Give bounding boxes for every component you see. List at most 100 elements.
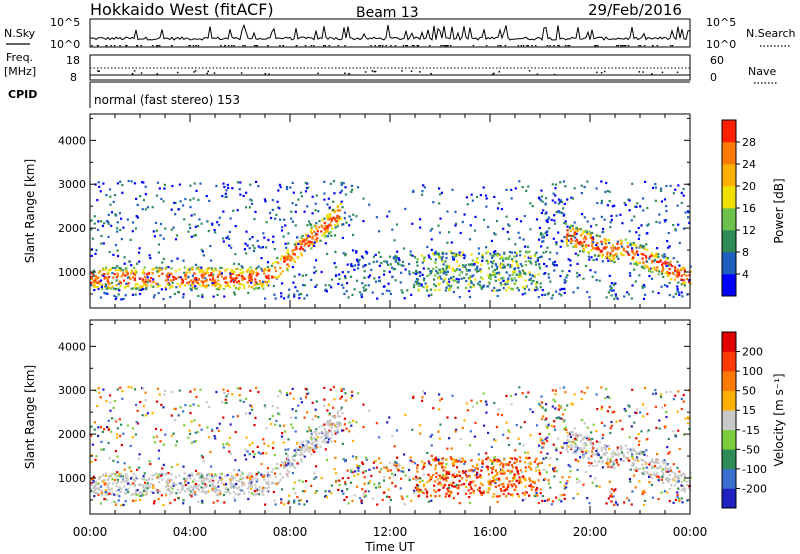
range-cell: [344, 254, 347, 257]
range-cell: [225, 277, 228, 280]
range-cell: [223, 391, 226, 395]
range-cell: [278, 183, 281, 186]
range-cell: [274, 217, 277, 220]
range-cell: [142, 181, 145, 184]
range-cell: [178, 491, 182, 494]
range-cell: [158, 275, 161, 278]
range-cell: [661, 269, 664, 272]
range-cell: [206, 268, 209, 271]
range-cell: [107, 477, 110, 480]
range-cell: [566, 438, 569, 441]
range-cell: [444, 477, 447, 480]
range-cell: [430, 248, 433, 251]
range-cell: [97, 228, 100, 231]
range-cell: [114, 269, 118, 272]
range-cell: [162, 298, 165, 301]
range-cell: [117, 287, 120, 290]
range-cell: [375, 216, 378, 219]
range-cell: [630, 219, 633, 222]
nsearch-dot: [485, 45, 488, 47]
range-cell: [521, 269, 524, 272]
range-cell: [539, 267, 542, 270]
range-cell: [488, 482, 491, 485]
range-cell: [545, 211, 548, 214]
range-cell: [302, 454, 305, 457]
nsearch-dot: [620, 45, 622, 47]
range-cell: [357, 267, 360, 270]
range-cell: [226, 183, 229, 186]
range-cell: [362, 265, 365, 268]
range-cell: [677, 269, 680, 273]
range-cell: [547, 292, 550, 295]
nave-dot: [97, 70, 99, 72]
range-cell: [677, 291, 680, 294]
range-cell: [566, 439, 569, 443]
range-cell: [462, 471, 465, 474]
range-cell: [135, 215, 138, 218]
range-cell: [219, 284, 222, 287]
nsky-tick-high: 10^5: [50, 16, 80, 29]
range-cell: [538, 226, 541, 229]
range-cell: [200, 280, 203, 283]
range-cell: [155, 488, 158, 491]
range-cell: [477, 453, 480, 456]
range-cell: [149, 280, 152, 283]
range-cell: [368, 203, 371, 206]
range-cell: [666, 463, 670, 466]
range-cell: [527, 256, 530, 259]
range-cell: [586, 426, 589, 429]
range-cell: [141, 278, 145, 281]
range-cell: [445, 473, 448, 476]
range-cell: [452, 464, 455, 467]
range-cell: [197, 267, 200, 270]
range-cell: [104, 284, 107, 288]
range-cell: [613, 503, 616, 506]
range-cell: [536, 463, 539, 466]
range-cell: [539, 282, 542, 285]
range-cell: [127, 488, 130, 491]
range-cell: [314, 202, 317, 205]
range-cell: [588, 436, 591, 439]
range-cell: [170, 272, 173, 275]
range-cell: [211, 483, 215, 486]
nsearch-dot: [295, 45, 298, 47]
range-cell: [678, 478, 681, 481]
range-cell: [246, 270, 249, 273]
range-cell: [434, 458, 437, 461]
range-cell: [253, 218, 256, 221]
range-cell: [498, 273, 501, 276]
range-cell: [671, 271, 674, 275]
range-cell: [496, 413, 500, 416]
range-cell: [217, 273, 220, 276]
range-cell: [612, 495, 615, 498]
range-cell: [247, 473, 250, 477]
nsearch-dot: [282, 45, 284, 47]
range-cell: [320, 436, 323, 439]
range-cell: [155, 229, 158, 232]
range-cell: [608, 396, 611, 399]
range-cell: [464, 460, 467, 463]
range-cell: [485, 403, 488, 406]
range-cell: [106, 278, 109, 281]
range-cell: [479, 268, 482, 271]
range-cell: [424, 282, 427, 285]
range-cell: [329, 419, 332, 422]
range-cell: [279, 424, 282, 427]
range-cell: [611, 244, 615, 247]
range-cell: [263, 473, 266, 477]
range-cell: [575, 432, 578, 436]
range-cell: [563, 236, 566, 239]
range-cell: [102, 474, 105, 477]
range-cell: [606, 204, 609, 207]
range-cell: [189, 198, 192, 202]
range-cell: [422, 473, 425, 476]
range-cell: [572, 291, 575, 294]
range-cell: [612, 289, 615, 292]
range-cell: [409, 253, 412, 256]
range-cell: [557, 231, 560, 234]
range-cell: [172, 275, 175, 278]
range-cell: [642, 415, 645, 418]
range-cell: [234, 431, 237, 434]
range-cell: [682, 400, 685, 403]
range-cell: [516, 493, 519, 496]
